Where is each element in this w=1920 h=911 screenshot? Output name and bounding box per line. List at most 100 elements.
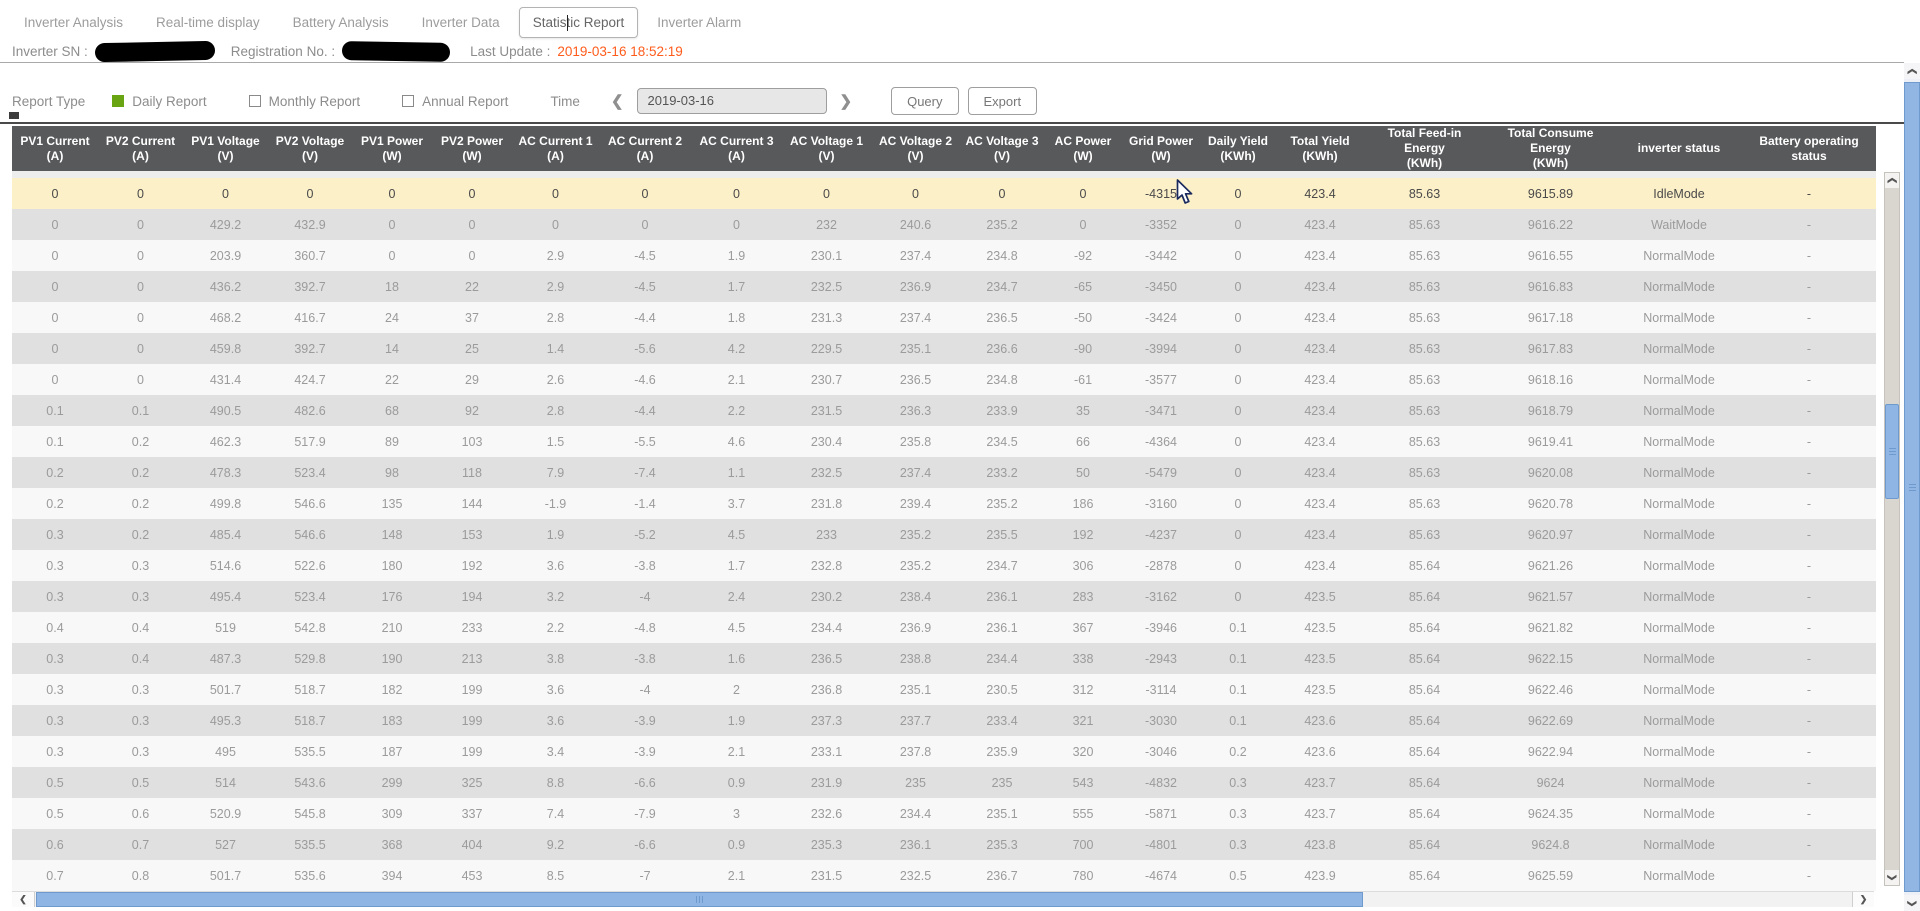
page-vertical-scrollbar-thumb[interactable]	[1904, 82, 1920, 892]
table-cell: 0.1	[1200, 705, 1276, 736]
query-button[interactable]: Query	[891, 87, 959, 115]
column-header: Total Yield (KWh)	[1276, 126, 1364, 171]
table-cell: -	[1742, 519, 1876, 550]
table-row[interactable]: 0.3 0.3 501.7 518.7 182 199 3.6 -4 2 236.8 235.1 23…	[12, 674, 1876, 705]
table-cell: 499.8	[183, 488, 268, 519]
table-row[interactable]: 0.4 0.4 519 542.8 210 233 2.2 -4.8 4.5 234.4 236.9…	[12, 612, 1876, 643]
table-row[interactable]: 0.7 0.8 501.7 535.6 394 453 8.5 -7 2.1 231.5 232.5…	[12, 860, 1876, 891]
table-vertical-scrollbar-thumb[interactable]	[1885, 404, 1899, 499]
table-row[interactable]: 0 0 431.4 424.7 22 29 2.6 -4.6 2.1 230.7 236.5 234.…	[12, 364, 1876, 395]
tab-inverter-alarm[interactable]: Inverter Alarm	[657, 14, 742, 30]
daily-report-option[interactable]: Daily Report	[112, 94, 207, 109]
table-cell: -5479	[1122, 457, 1200, 488]
table-row[interactable]: 0 0 436.2 392.7 18 22 2.9 -4.5 1.7 232.5 236.9 234.…	[12, 271, 1876, 302]
table-cell: 312	[1044, 674, 1122, 705]
previous-date-icon[interactable]: ❮	[610, 93, 624, 110]
annual-report-option[interactable]: Annual Report	[402, 94, 508, 109]
table-cell: 780	[1044, 860, 1122, 891]
table-row[interactable]: 0 0 429.2 432.9 0 0 0 0 0 232 240.6 235.2 0 -3352 0 423…	[12, 209, 1876, 240]
tab-battery-analysis[interactable]: Battery Analysis	[292, 14, 389, 30]
table-horizontal-scrollbar[interactable]: ❮ ❯	[12, 891, 1874, 907]
table-row[interactable]: 0.3 0.3 495.4 523.4 176 194 3.2 -4 2.4 230.2 238.4…	[12, 581, 1876, 612]
monthly-report-option[interactable]: Monthly Report	[248, 94, 360, 109]
table-row[interactable]: 0 0 203.9 360.7 0 0 2.9 -4.5 1.9 230.1 237.4 234.8-…	[12, 240, 1876, 271]
table-cell: 429.2	[183, 209, 268, 240]
tab-real-time-display[interactable]: Real-time display	[156, 14, 260, 30]
table-row[interactable]: 0 0 459.8 392.7 14 25 1.4 -5.6 4.2 229.5 235.1 236.…	[12, 333, 1876, 364]
table-cell: 2.4	[691, 581, 782, 612]
table-cell: 0	[98, 364, 183, 395]
table-cell: 0.2	[98, 488, 183, 519]
table-cell: -65	[1044, 271, 1122, 302]
table-cell: 237.8	[871, 736, 960, 767]
scroll-right-icon[interactable]: ❯	[1852, 892, 1874, 907]
table-cell: 700	[1044, 829, 1122, 860]
table-cell: -50	[1044, 302, 1122, 333]
table-vertical-scrollbar[interactable]: ❯ ❯	[1884, 172, 1900, 886]
table-row[interactable]: 0.1 0.2 462.3 517.9 89 103 1.5 -5.5 4.6 230.4 235.…	[12, 426, 1876, 457]
table-cell: 0.9	[691, 767, 782, 798]
annual-report-checkbox[interactable]	[402, 95, 415, 107]
table-cell: 0	[12, 271, 98, 302]
table-cell: 236.5	[871, 364, 960, 395]
table-cell: 236.9	[871, 271, 960, 302]
page-scroll-up-icon[interactable]: ❯	[1904, 63, 1920, 79]
page-scroll-down-icon[interactable]: ❯	[1904, 895, 1920, 911]
table-cell: NormalMode	[1616, 829, 1742, 860]
table-row[interactable]: 0 0 468.2 416.7 24 37 2.8 -4.4 1.8 231.3 237.4 236.…	[12, 302, 1876, 333]
table-cell: 0	[352, 240, 432, 271]
table-cell: 490.5	[183, 395, 268, 426]
table-row[interactable]: 0.3 0.2 485.4 546.6 148 153 1.9 -5.2 4.5 233 235.2…	[12, 519, 1876, 550]
table-cell: 423.4	[1276, 457, 1364, 488]
table-cell: 85.64	[1364, 550, 1485, 581]
table-row[interactable]: 0.5 0.5 514 543.6 299 325 8.8 -6.6 0.9 231.9 235 23…	[12, 767, 1876, 798]
table-cell: -	[1742, 860, 1876, 891]
table-cell: 0	[98, 209, 183, 240]
table-row[interactable]: 0.1 0.1 490.5 482.6 68 92 2.8 -4.4 2.2 231.5 236.3…	[12, 395, 1876, 426]
table-cell: 520.9	[183, 798, 268, 829]
table-cell: 8.5	[512, 860, 599, 891]
monthly-report-checkbox[interactable]	[248, 95, 261, 107]
table-cell: 485.4	[183, 519, 268, 550]
table-cell: 0.3	[98, 674, 183, 705]
table-row[interactable]: 0.3 0.4 487.3 529.8 190 213 3.8 -3.8 1.6 236.5 238…	[12, 643, 1876, 674]
table-row[interactable]: 0.2 0.2 499.8 546.6 135 144 -1.9 -1.4 3.7 231.8 23…	[12, 488, 1876, 519]
tab-inverter-data[interactable]: Inverter Data	[421, 14, 500, 30]
table-cell: NormalMode	[1616, 364, 1742, 395]
tab-inverter-analysis[interactable]: Inverter Analysis	[24, 14, 124, 30]
scroll-up-icon[interactable]: ❯	[1885, 173, 1899, 188]
tab-statistic-report[interactable]: Statistic Report	[518, 6, 639, 38]
report-type-label: Report Type	[12, 93, 86, 109]
table-horizontal-scrollbar-thumb[interactable]	[36, 892, 1363, 907]
table-cell: 7.9	[512, 457, 599, 488]
date-input[interactable]: 2019-03-16	[636, 88, 827, 114]
table-cell: 9622.46	[1485, 674, 1616, 705]
table-cell: 0	[512, 209, 599, 240]
table-row[interactable]: 0.6 0.7 527 535.5 368 404 9.2 -6.6 0.9 235.3 236.1…	[12, 829, 1876, 860]
table-cell: 233	[432, 612, 512, 643]
table-row[interactable]: 0.2 0.2 478.3 523.4 98 118 7.9 -7.4 1.1 232.5 237.…	[12, 457, 1876, 488]
table-cell: 0.2	[98, 519, 183, 550]
scroll-left-icon[interactable]: ❮	[12, 892, 35, 907]
export-button[interactable]: Export	[967, 87, 1038, 115]
table-cell: 404	[432, 829, 512, 860]
table-cell: 18	[352, 271, 432, 302]
table-cell: 232.8	[782, 550, 871, 581]
table-cell: -3946	[1122, 612, 1200, 643]
table-row[interactable]: 0.3 0.3 495.3 518.7 183 199 3.6 -3.9 1.9 237.3 237…	[12, 705, 1876, 736]
table-row[interactable]: 0 0 0 0 0 0 0 0 0 0 0 0 0 -4315 0 423.4 85.63 9615.89 Idle…	[12, 178, 1876, 209]
scrollbar-grip	[1908, 483, 1916, 491]
table-cell: 182	[352, 674, 432, 705]
scroll-down-icon[interactable]: ❯	[1885, 870, 1899, 885]
table-row[interactable]: 0.3 0.3 514.6 522.6 180 192 3.6 -3.8 1.7 232.8 235…	[12, 550, 1876, 581]
next-date-icon[interactable]: ❯	[839, 93, 853, 110]
daily-report-checkbox[interactable]	[112, 95, 125, 107]
table-cell: 545.8	[268, 798, 352, 829]
table-row[interactable]: 0.3 0.3 495 535.5 187 199 3.4 -3.9 2.1 233.1 237.8…	[12, 736, 1876, 767]
table-cell: 235.3	[782, 829, 871, 860]
table-cell: 0.5	[1200, 860, 1276, 891]
table-cell: 0	[98, 178, 183, 209]
page-vertical-scrollbar[interactable]: ❯ ❯	[1904, 63, 1920, 911]
table-cell: 231.8	[782, 488, 871, 519]
table-row[interactable]: 0.5 0.6 520.9 545.8 309 337 7.4 -7.9 3 232.6 234.4…	[12, 798, 1876, 829]
